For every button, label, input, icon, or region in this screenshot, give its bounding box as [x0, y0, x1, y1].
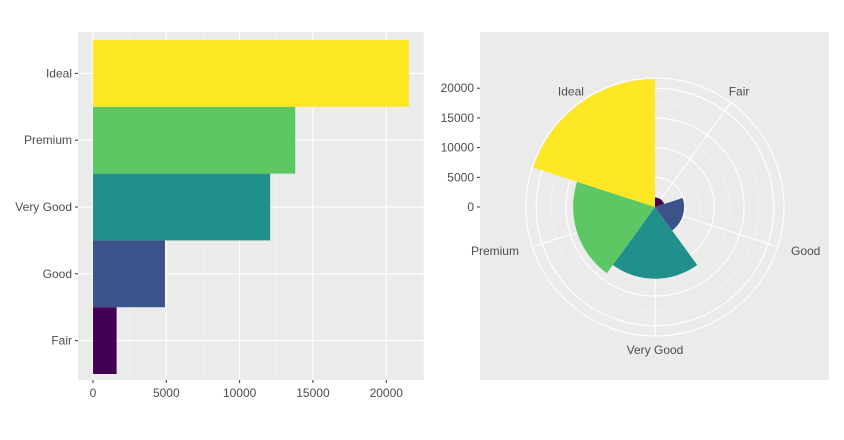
wedge-fair: [655, 197, 665, 207]
category-label-premium: Premium: [471, 244, 519, 258]
bar-series: [93, 40, 409, 374]
category-label-good: Good: [791, 244, 820, 258]
bar-good: [93, 240, 165, 308]
category-label-very-good: Very Good: [627, 343, 684, 357]
polar-category-labels: Fair Good Very Good Premium Ideal: [471, 84, 820, 357]
polar-series: [533, 78, 698, 279]
x-tick-label: 10000: [223, 386, 257, 400]
y-tick-label-very-good: Very Good: [15, 200, 72, 214]
wedge-premium: [573, 181, 655, 274]
y-tick-label-fair: Fair: [51, 334, 72, 348]
category-label-ideal: Ideal: [558, 84, 584, 98]
wedge-good: [655, 198, 685, 231]
x-tick-label: 20000: [370, 386, 404, 400]
polar-radial-axis: 0 5000 10000 15000 20000: [441, 81, 480, 214]
x-tick-label: 15000: [296, 386, 330, 400]
y-tick-label-premium: Premium: [24, 133, 72, 147]
y-tick-label-ideal: Ideal: [46, 66, 72, 80]
x-tick-label: 5000: [153, 386, 180, 400]
polar-spoke: [654, 102, 732, 208]
bar-very-good: [93, 173, 271, 241]
bar-y-axis: Fair Good Very Good Premium Ideal: [15, 66, 78, 348]
bar-ideal: [93, 40, 409, 107]
radial-tick-label: 15000: [441, 111, 475, 125]
radial-tick-label: 10000: [441, 141, 475, 155]
wedge-very-good: [612, 207, 698, 279]
y-tick-label-good: Good: [43, 267, 72, 281]
radial-tick-label: 20000: [441, 81, 475, 95]
wedge-ideal: [533, 78, 655, 207]
category-label-fair: Fair: [729, 84, 750, 98]
x-tick-label: 0: [90, 386, 97, 400]
radial-tick-label: 5000: [447, 170, 474, 184]
bar-x-axis: 0 5000 10000 15000 20000: [90, 380, 404, 400]
bar-fair: [93, 307, 117, 374]
radial-tick-label: 0: [467, 200, 474, 214]
bar-premium: [93, 106, 296, 174]
